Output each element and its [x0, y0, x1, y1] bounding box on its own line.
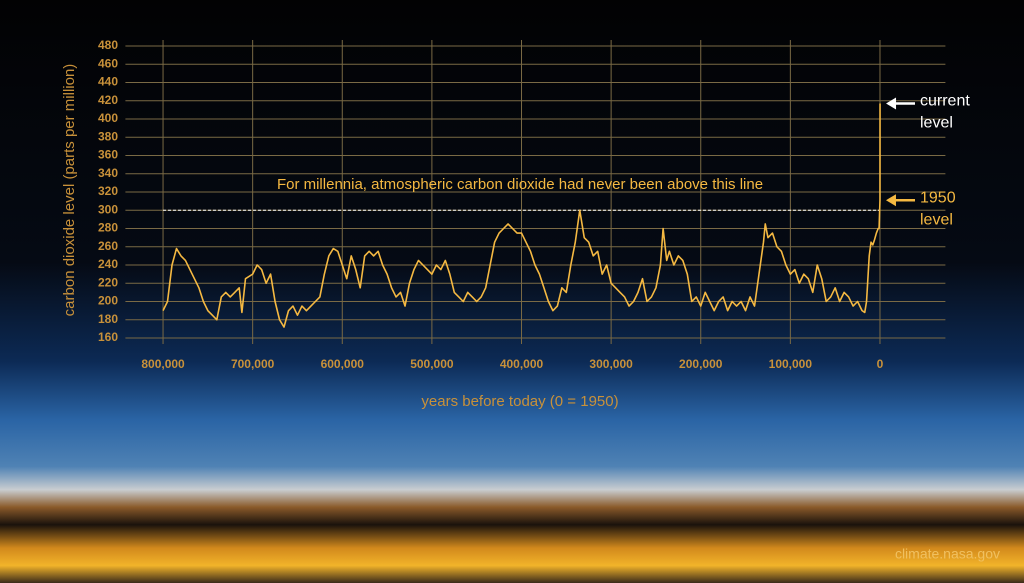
y-tick-label: 260: [98, 239, 118, 253]
y-tick-label: 340: [98, 166, 118, 180]
y-tick-label: 380: [98, 129, 118, 143]
reference-text: For millennia, atmospheric carbon dioxid…: [277, 176, 763, 193]
x-tick-label: 700,000: [231, 357, 275, 371]
y-axis-label: carbon dioxide level (parts per million): [61, 64, 78, 317]
x-tick-label: 0: [877, 357, 884, 371]
y-tick-label: 400: [98, 111, 118, 125]
arrow-head: [885, 194, 896, 207]
y-tick-label: 300: [98, 202, 118, 216]
y-tick-label: 360: [98, 148, 118, 162]
x-axis-label: years before today (0 = 1950): [421, 393, 618, 410]
co2-line: [162, 103, 881, 328]
x-tick-label: 200,000: [679, 357, 723, 371]
annotation-text: current: [920, 93, 970, 110]
annotation-text: level: [920, 211, 953, 228]
y-tick-label: 200: [98, 294, 118, 308]
x-tick-label: 400,000: [500, 357, 544, 371]
annotation-text: 1950: [920, 189, 956, 206]
y-tick-label: 180: [98, 312, 118, 326]
y-tick-label: 160: [98, 330, 118, 344]
source: climate.nasa.gov: [895, 546, 1000, 562]
x-tick-label: 800,000: [141, 357, 185, 371]
y-tick-label: 440: [98, 75, 118, 89]
x-tick-label: 500,000: [410, 357, 454, 371]
x-tick-label: 600,000: [321, 357, 365, 371]
x-tick-label: 100,000: [769, 357, 813, 371]
y-tick-label: 240: [98, 257, 118, 271]
x-tick-label: 300,000: [589, 357, 633, 371]
y-tick-label: 280: [98, 221, 118, 235]
arrow-head: [886, 97, 897, 110]
annotation-text: level: [920, 115, 953, 132]
y-tick-label: 320: [98, 184, 118, 198]
y-tick-label: 220: [98, 275, 118, 289]
y-tick-label: 480: [98, 38, 118, 52]
y-tick-label: 420: [98, 93, 118, 107]
y-tick-label: 460: [98, 56, 118, 70]
